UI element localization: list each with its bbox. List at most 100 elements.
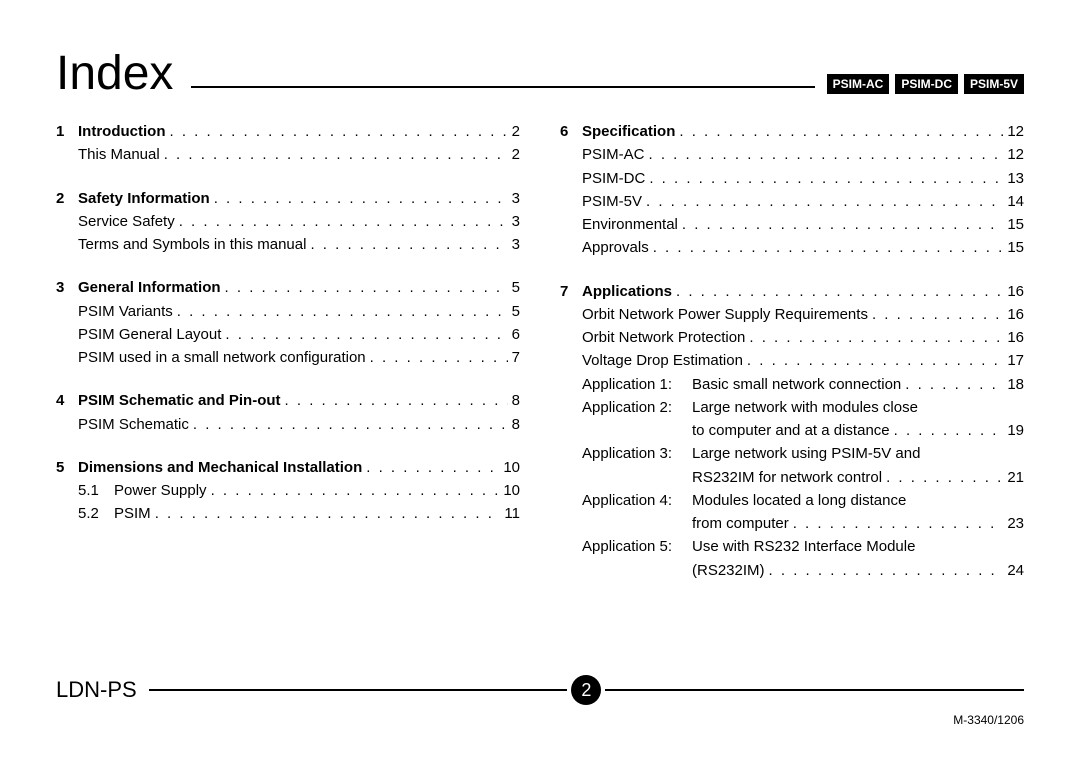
index-app-label: Application 4: (582, 489, 692, 512)
index-entry-page: 16 (1007, 280, 1024, 303)
index-entry-label: Power Supply (114, 479, 207, 502)
index-entry-label: Introduction (78, 120, 165, 143)
index-section-row: 6Specification12 (560, 120, 1024, 143)
index-app-text: to computer and at a distance (692, 419, 890, 442)
product-tags: PSIM-AC PSIM-DC PSIM-5V (827, 74, 1024, 94)
index-section-number: 2 (56, 187, 78, 210)
index-app-row: Application 4:Modules located a long dis… (560, 489, 1024, 512)
index-sub-row: PSIM Variants 5 (56, 300, 520, 323)
index-entry-label: PSIM Variants (78, 300, 173, 323)
index-sub-row: Orbit Network Protection16 (560, 326, 1024, 349)
index-entry-label: Service Safety (78, 210, 175, 233)
leader-dots (682, 213, 1003, 236)
index-section-number: 6 (560, 120, 582, 143)
index-entry-page: 3 (512, 233, 520, 256)
index-app-text: Basic small network connection (692, 373, 901, 396)
leader-dots (649, 143, 1004, 166)
index-section: 5Dimensions and Mechanical Installation1… (56, 456, 520, 526)
index-section-number: 3 (56, 276, 78, 299)
index-app-text: Large network with modules close (692, 396, 918, 419)
index-entry-page: 3 (512, 210, 520, 233)
index-entry-page: 16 (1007, 303, 1024, 326)
index-app-continuation: (RS232IM)24 (560, 559, 1024, 582)
leader-dots (214, 187, 508, 210)
index-sub-number: 5.2 (78, 502, 114, 525)
index-section: 2Safety Information3Service Safety3Terms… (56, 187, 520, 257)
index-entry-page: 24 (1007, 559, 1024, 582)
tag-psim-ac: PSIM-AC (827, 74, 890, 94)
index-columns: 1Introduction2This Manual22Safety Inform… (56, 120, 1024, 602)
page: Index PSIM-AC PSIM-DC PSIM-5V 1Introduct… (0, 0, 1080, 763)
index-entry-page: 21 (1007, 466, 1024, 489)
index-app-row: Application 3:Large network using PSIM-5… (560, 442, 1024, 465)
leader-dots (649, 167, 1003, 190)
leader-dots (747, 349, 1003, 372)
index-entry-label: PSIM Schematic and Pin-out (78, 389, 281, 412)
title-rule (191, 86, 814, 98)
index-entry-page: 2 (512, 120, 520, 143)
index-entry-page: 5 (512, 276, 520, 299)
leader-dots (211, 479, 500, 502)
index-sub-row: Orbit Network Power Supply Requirements 1… (560, 303, 1024, 326)
tag-psim-dc: PSIM-DC (895, 74, 958, 94)
index-entry-page: 7 (512, 346, 520, 369)
index-sub-row: PSIM General Layout6 (56, 323, 520, 346)
index-app-label: Application 2: (582, 396, 692, 419)
index-app-row: Application 5:Use with RS232 Interface M… (560, 535, 1024, 558)
index-section-number: 5 (56, 456, 78, 479)
footer-line: LDN-PS 2 (56, 675, 1024, 705)
leader-dots (193, 413, 508, 436)
index-app-text: Modules located a long distance (692, 489, 906, 512)
leader-dots (177, 300, 508, 323)
index-sub-row: This Manual2 (56, 143, 520, 166)
index-section-number: 7 (560, 280, 582, 303)
index-entry-page: 17 (1007, 349, 1024, 372)
index-section-row: 2Safety Information3 (56, 187, 520, 210)
index-section-row: 7Applications 16 (560, 280, 1024, 303)
index-entry-page: 6 (512, 323, 520, 346)
leader-dots (769, 559, 1004, 582)
index-sub-row: PSIM used in a small network configurati… (56, 346, 520, 369)
index-entry-page: 8 (512, 389, 520, 412)
leader-dots (155, 502, 501, 525)
index-app-continuation: RS232IM for network control 21 (560, 466, 1024, 489)
index-section-number: 4 (56, 389, 78, 412)
index-entry-label: PSIM Schematic (78, 413, 189, 436)
index-app-text: RS232IM for network control (692, 466, 882, 489)
index-sub-row: PSIM-5V14 (560, 190, 1024, 213)
index-app-label: Application 5: (582, 535, 692, 558)
index-app-label: Application 3: (582, 442, 692, 465)
tag-psim-5v: PSIM-5V (964, 74, 1024, 94)
index-entry-label: General Information (78, 276, 221, 299)
footer-left-label: LDN-PS (56, 677, 137, 703)
index-entry-label: Applications (582, 280, 672, 303)
index-sub-row: Environmental15 (560, 213, 1024, 236)
leader-dots (749, 326, 1003, 349)
index-entry-label: Orbit Network Power Supply Requirements (582, 303, 868, 326)
index-entry-page: 12 (1007, 120, 1024, 143)
index-entry-label: Terms and Symbols in this manual (78, 233, 306, 256)
leader-dots (225, 276, 508, 299)
index-app-continuation: from computer23 (560, 512, 1024, 535)
leader-dots (894, 419, 1004, 442)
index-entry-label: PSIM-DC (582, 167, 645, 190)
index-section: 6Specification12PSIM-AC12PSIM-DC13PSIM-5… (560, 120, 1024, 260)
index-section: 4PSIM Schematic and Pin-out8PSIM Schemat… (56, 389, 520, 436)
index-app-label: Application 1: (582, 373, 692, 396)
leader-dots (370, 346, 508, 369)
index-entry-page: 19 (1007, 419, 1024, 442)
index-sub-row: PSIM Schematic8 (56, 413, 520, 436)
index-entry-page: 5 (512, 300, 520, 323)
header: Index PSIM-AC PSIM-DC PSIM-5V (56, 50, 1024, 98)
index-section-row: 4PSIM Schematic and Pin-out 8 (56, 389, 520, 412)
index-entry-label: Safety Information (78, 187, 210, 210)
index-sub-row: Terms and Symbols in this manual 3 (56, 233, 520, 256)
index-entry-page: 12 (1007, 143, 1024, 166)
leader-dots (905, 373, 1003, 396)
leader-dots (793, 512, 1004, 535)
leader-dots (310, 233, 507, 256)
index-app-text: Use with RS232 Interface Module (692, 535, 915, 558)
index-section: 7Applications16Orbit Network Power Suppl… (560, 280, 1024, 582)
index-sub-row: PSIM-AC12 (560, 143, 1024, 166)
index-entry-label: Dimensions and Mechanical Installation (78, 456, 362, 479)
